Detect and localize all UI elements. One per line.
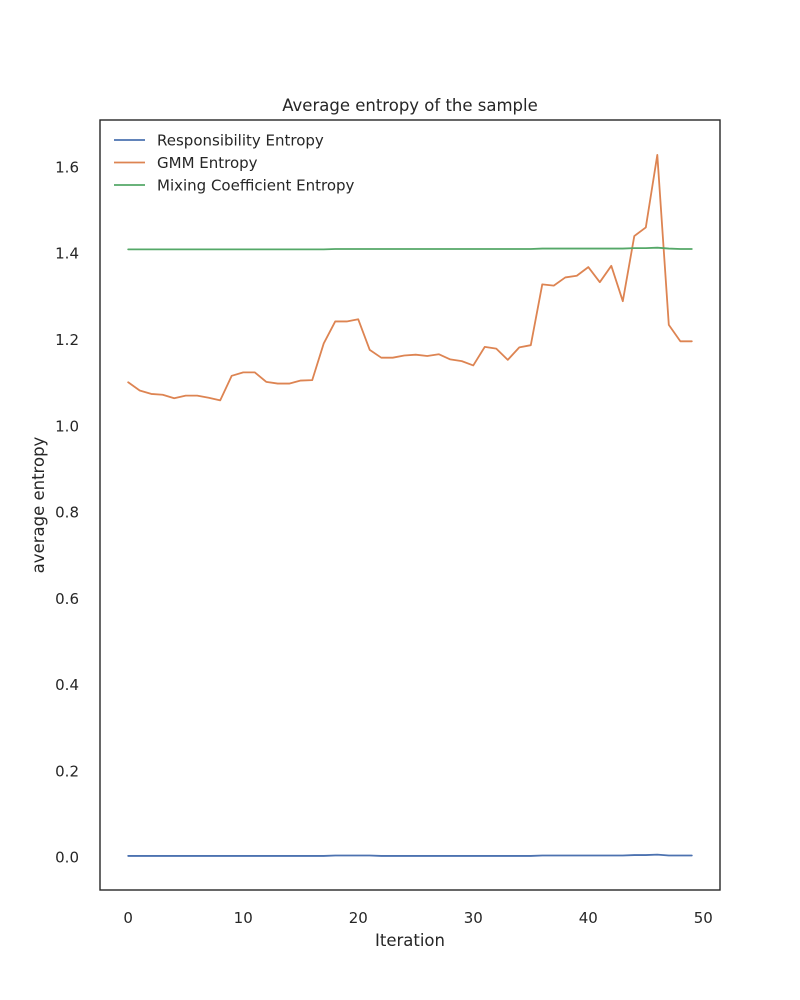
x-tick-label: 0 <box>123 909 133 927</box>
x-axis: 0 10 20 30 40 50 <box>123 909 712 927</box>
series-line-mixing-coefficient-entropy <box>127 246 693 251</box>
legend-label: Mixing Coefficient Entropy <box>157 177 355 195</box>
x-tick-label: 30 <box>464 909 483 927</box>
y-tick-label: 0.8 <box>55 504 79 522</box>
y-tick-label: 1.6 <box>55 158 79 176</box>
x-tick-label: 50 <box>694 909 713 927</box>
x-tick-label: 20 <box>349 909 368 927</box>
y-tick-label: 1.2 <box>55 331 79 349</box>
series-line-gmm-entropy <box>127 154 693 402</box>
chart-title: Average entropy of the sample <box>282 96 538 115</box>
legend: Responsibility Entropy GMM Entropy Mixing … <box>114 132 355 195</box>
y-axis: 0.0 0.2 0.4 0.6 0.8 1.0 1.2 1.4 1.6 <box>55 158 79 866</box>
x-axis-label: Iteration <box>375 931 445 950</box>
y-tick-label: 0.4 <box>55 676 79 694</box>
y-tick-label: 1.4 <box>55 245 79 263</box>
series-layer <box>127 154 693 857</box>
y-tick-label: 1.0 <box>55 417 79 435</box>
legend-label: GMM Entropy <box>157 154 258 172</box>
plot-frame <box>99 119 721 891</box>
x-tick-label: 40 <box>579 909 598 927</box>
series-line-responsibility-entropy <box>127 853 693 857</box>
y-tick-label: 0.2 <box>55 762 79 780</box>
y-tick-label: 0.0 <box>55 849 79 867</box>
y-tick-label: 0.6 <box>55 590 79 608</box>
x-tick-label: 10 <box>234 909 253 927</box>
y-axis-label: average entropy <box>29 436 48 573</box>
legend-label: Responsibility Entropy <box>157 132 324 150</box>
